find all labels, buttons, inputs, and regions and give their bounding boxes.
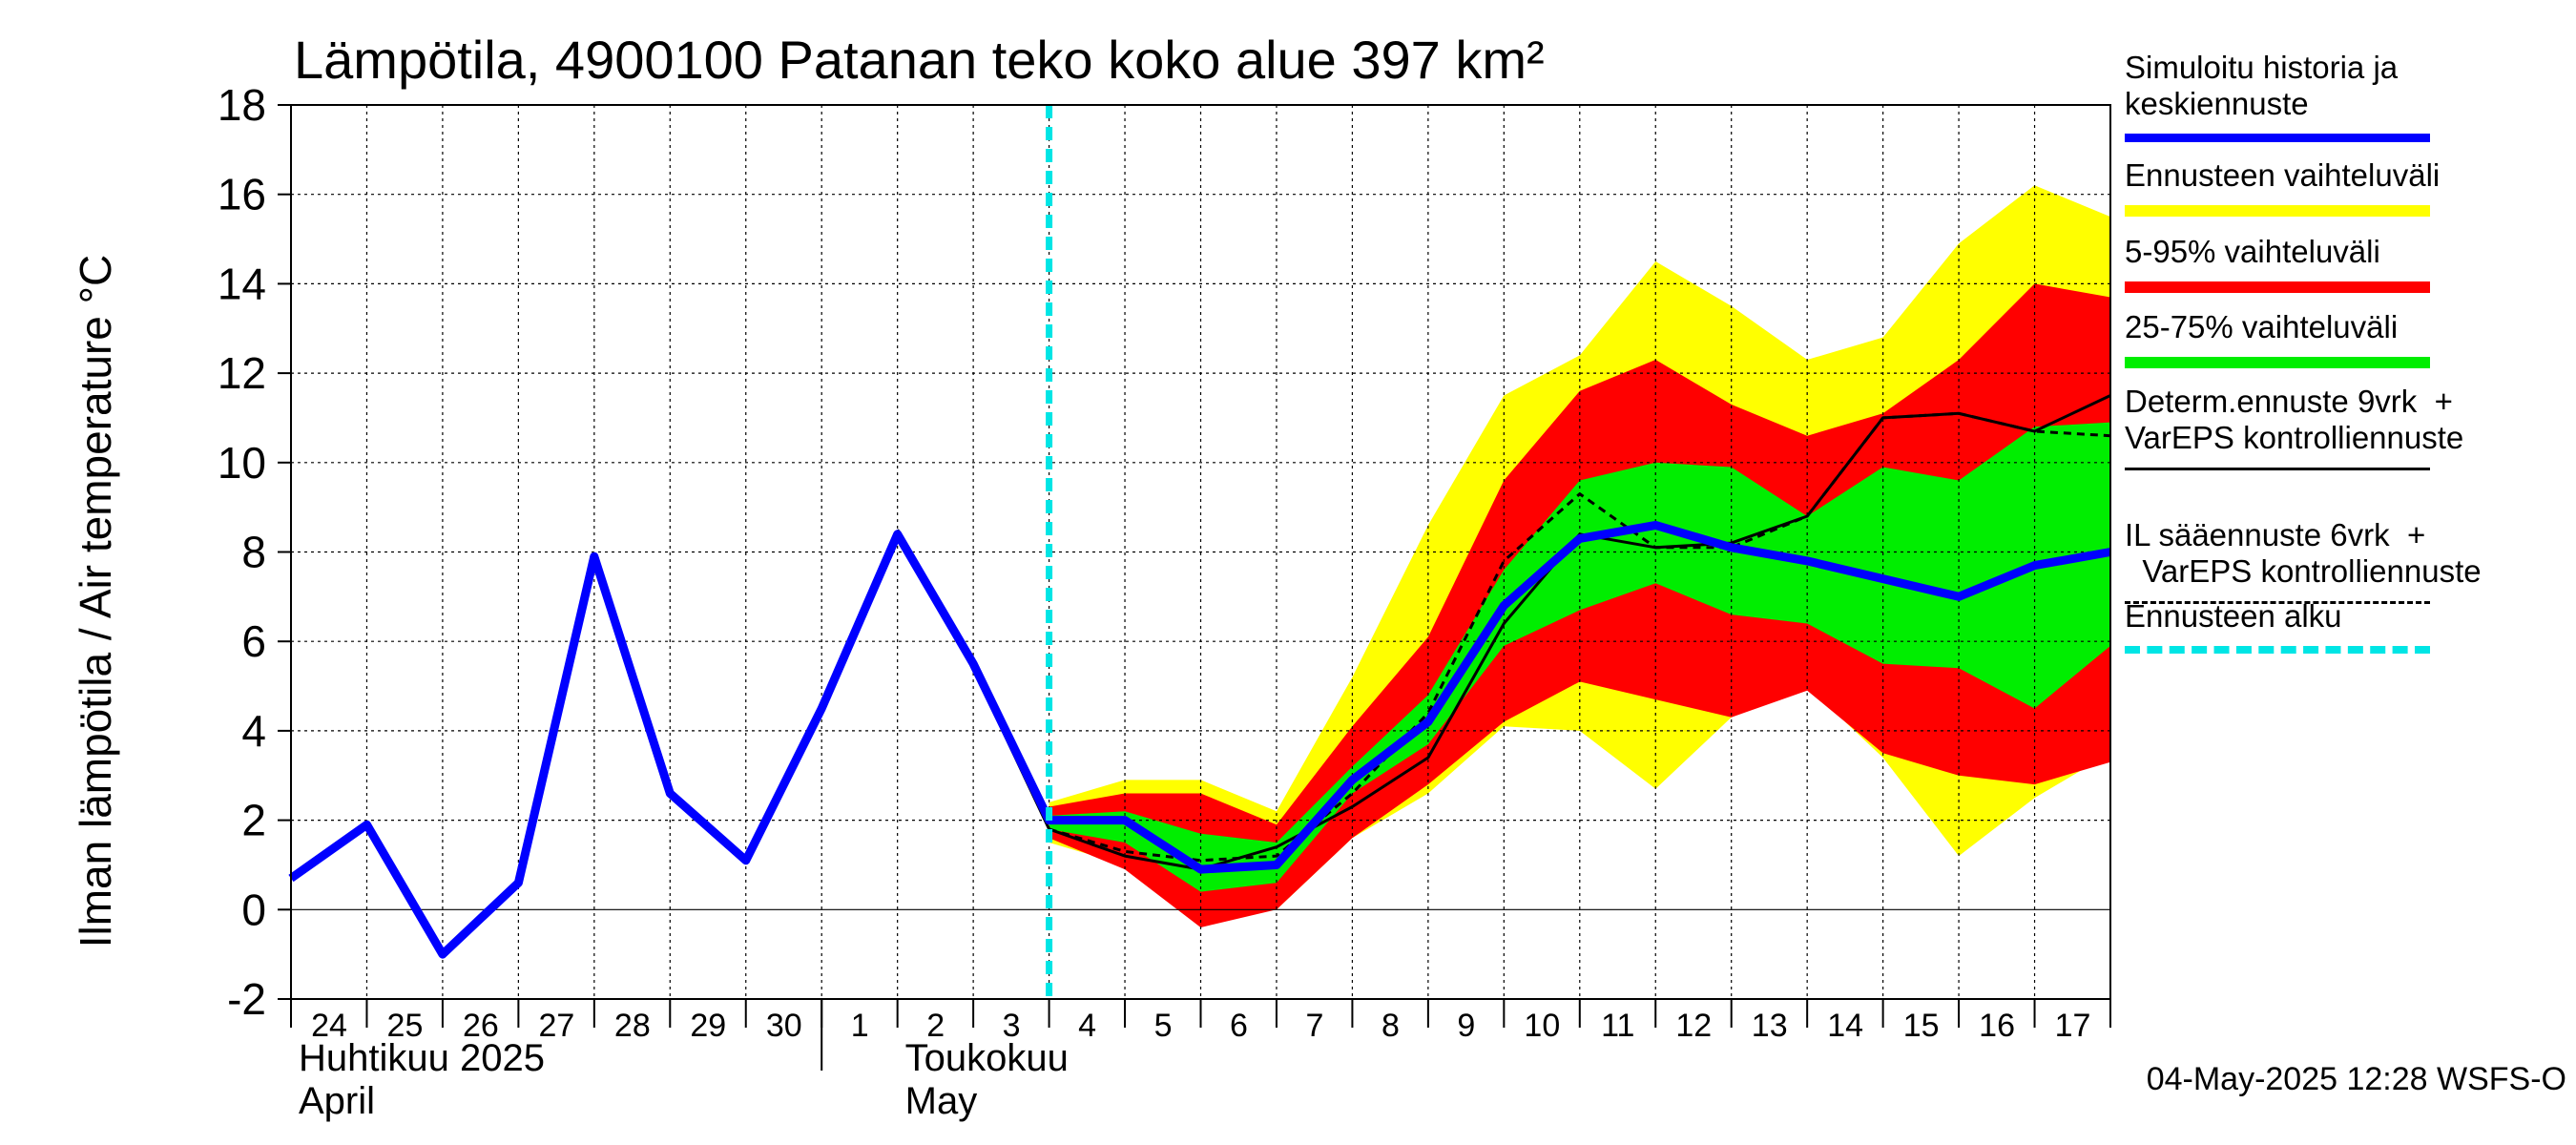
y-tick-label: 0 xyxy=(241,885,266,934)
y-tick-label: 18 xyxy=(218,80,266,130)
legend-item: IL sääennuste 6vrk + VarEPS kontrollienn… xyxy=(2125,517,2482,604)
x-tick-label: 27 xyxy=(538,1008,574,1044)
y-tick-label: 2 xyxy=(241,796,266,845)
y-tick-label: 14 xyxy=(218,259,266,308)
chart-title: Lämpötila, 4900100 Patanan teko koko alu… xyxy=(294,30,1545,90)
x-tick-label: 4 xyxy=(1078,1008,1096,1044)
y-tick-label: 8 xyxy=(241,528,266,577)
month-label: Toukokuu xyxy=(905,1037,1069,1079)
legend-label: 5-95% vaihteluväli xyxy=(2125,234,2380,269)
x-tick-label: 7 xyxy=(1305,1008,1323,1044)
x-tick-label: 11 xyxy=(1601,1008,1634,1044)
legend-label: Simuloitu historia ja keskiennuste xyxy=(2125,50,2399,121)
x-tick-label: 5 xyxy=(1154,1008,1173,1044)
timestamp: 04-May-2025 12:28 WSFS-O xyxy=(2146,1061,2566,1097)
y-tick-label: 16 xyxy=(218,170,266,219)
y-tick-label: 6 xyxy=(241,616,266,666)
legend-label: Ennusteen alku xyxy=(2125,598,2342,634)
legend-label: 25-75% vaihteluväli xyxy=(2125,309,2399,344)
month-label: Huhtikuu 2025 xyxy=(299,1037,545,1079)
month-label-english: May xyxy=(905,1080,978,1122)
x-tick-label: 13 xyxy=(1752,1008,1788,1044)
x-tick-label: 3 xyxy=(1003,1008,1021,1044)
legend-label: IL sääennuste 6vrk + VarEPS kontrollienn… xyxy=(2125,517,2482,589)
forecast-25-75-band xyxy=(1049,422,2110,892)
x-tick-label: 9 xyxy=(1457,1008,1475,1044)
y-tick-label: -2 xyxy=(227,974,266,1024)
legend-label: Determ.ennuste 9vrk + VarEPS kontrollien… xyxy=(2125,384,2464,455)
legend-item: Simuloitu historia ja keskiennuste xyxy=(2125,50,2440,142)
x-tick-label: 6 xyxy=(1230,1008,1248,1044)
legend-item: 25-75% vaihteluväli xyxy=(2125,309,2440,368)
legend-swatch xyxy=(2125,646,2430,654)
history-mean-line xyxy=(288,520,2111,959)
x-tick-label: 15 xyxy=(1903,1008,1940,1044)
x-tick-label: 26 xyxy=(463,1008,499,1044)
legend-swatch xyxy=(2125,281,2430,293)
legend-item: Ennusteen vaihteluväli xyxy=(2125,157,2441,217)
deterministic-forecast-line xyxy=(896,394,2111,871)
legend-item: 5-95% vaihteluväli xyxy=(2125,234,2440,293)
x-tick-label: 30 xyxy=(766,1008,802,1044)
x-tick-label: 29 xyxy=(690,1008,726,1044)
x-tick-label: 14 xyxy=(1827,1008,1863,1044)
y-tick-label: 10 xyxy=(218,438,266,488)
y-tick-label: 12 xyxy=(218,348,266,398)
x-tick-label: 28 xyxy=(614,1008,651,1044)
legend-swatch xyxy=(2125,601,2430,604)
x-tick-label: 25 xyxy=(387,1008,424,1044)
x-tick-label: 16 xyxy=(1979,1008,2015,1044)
legend-swatch xyxy=(2125,134,2430,142)
x-tick-label: 8 xyxy=(1381,1008,1400,1044)
y-tick-label: 4 xyxy=(241,706,266,756)
x-tick-label: 10 xyxy=(1524,1008,1560,1044)
legend-item: Determ.ennuste 9vrk + VarEPS kontrollien… xyxy=(2125,384,2464,470)
x-tick-label: 17 xyxy=(2055,1008,2091,1044)
legend-label: Ennusteen vaihteluväli xyxy=(2125,157,2441,193)
legend-swatch xyxy=(2125,205,2430,217)
legend-item: Ennusteen alku xyxy=(2125,598,2440,654)
month-label-english: April xyxy=(299,1080,375,1122)
legend-swatch xyxy=(2125,357,2430,368)
x-tick-label: 1 xyxy=(851,1008,869,1044)
legend-swatch xyxy=(2125,468,2430,470)
x-tick-label: 24 xyxy=(311,1008,347,1044)
x-tick-label: 12 xyxy=(1675,1008,1712,1044)
x-tick-label: 2 xyxy=(926,1008,945,1044)
y-axis-label: Ilman lämpötila / Air temperature °C xyxy=(71,254,120,948)
